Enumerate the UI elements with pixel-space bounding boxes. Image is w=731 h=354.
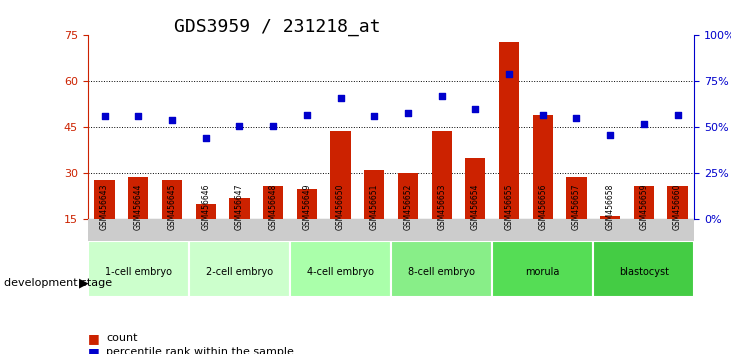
Text: development stage: development stage bbox=[4, 278, 112, 288]
FancyBboxPatch shape bbox=[594, 241, 694, 297]
Text: GSM456648: GSM456648 bbox=[268, 184, 278, 230]
Point bbox=[268, 123, 279, 129]
FancyBboxPatch shape bbox=[290, 241, 391, 297]
Point bbox=[335, 95, 346, 101]
Text: GSM456650: GSM456650 bbox=[336, 184, 345, 230]
Bar bbox=[128, 177, 148, 266]
Bar bbox=[398, 173, 418, 266]
Bar bbox=[364, 170, 385, 266]
Text: GSM456653: GSM456653 bbox=[437, 184, 446, 230]
FancyBboxPatch shape bbox=[88, 241, 189, 297]
Bar bbox=[297, 189, 317, 266]
Bar bbox=[499, 41, 519, 266]
Point bbox=[672, 112, 683, 118]
Text: GSM456649: GSM456649 bbox=[303, 184, 311, 230]
Text: blastocyst: blastocyst bbox=[619, 267, 669, 277]
Point bbox=[368, 114, 380, 119]
Text: 4-cell embryo: 4-cell embryo bbox=[307, 267, 374, 277]
Text: GDS3959 / 231218_at: GDS3959 / 231218_at bbox=[175, 18, 381, 36]
Text: GSM456658: GSM456658 bbox=[606, 184, 615, 230]
Text: count: count bbox=[106, 333, 137, 343]
Point bbox=[436, 93, 447, 99]
Bar bbox=[162, 179, 182, 266]
FancyBboxPatch shape bbox=[88, 219, 694, 241]
Bar bbox=[634, 186, 654, 266]
Text: GSM456655: GSM456655 bbox=[504, 184, 514, 230]
Text: GSM456652: GSM456652 bbox=[404, 184, 412, 230]
FancyBboxPatch shape bbox=[492, 241, 594, 297]
Point bbox=[503, 71, 515, 77]
Text: GSM456654: GSM456654 bbox=[471, 184, 480, 230]
Text: GSM456647: GSM456647 bbox=[235, 184, 244, 230]
Bar bbox=[600, 216, 621, 266]
Bar bbox=[230, 198, 249, 266]
Text: GSM456644: GSM456644 bbox=[134, 184, 143, 230]
Bar bbox=[533, 115, 553, 266]
Bar bbox=[567, 177, 586, 266]
Text: morula: morula bbox=[526, 267, 560, 277]
Text: 2-cell embryo: 2-cell embryo bbox=[206, 267, 273, 277]
Point bbox=[469, 106, 481, 112]
Text: GSM456656: GSM456656 bbox=[538, 184, 548, 230]
Point bbox=[200, 136, 211, 141]
Point bbox=[99, 114, 110, 119]
Bar bbox=[196, 204, 216, 266]
Text: ■: ■ bbox=[88, 346, 99, 354]
Point bbox=[605, 132, 616, 138]
Text: percentile rank within the sample: percentile rank within the sample bbox=[106, 347, 294, 354]
Text: ▶: ▶ bbox=[79, 277, 88, 290]
Text: GSM456643: GSM456643 bbox=[100, 184, 109, 230]
Point bbox=[132, 114, 144, 119]
Bar bbox=[94, 179, 115, 266]
Bar bbox=[330, 131, 351, 266]
Point bbox=[233, 123, 245, 129]
Point bbox=[301, 112, 313, 118]
Point bbox=[638, 121, 650, 127]
Bar bbox=[263, 186, 283, 266]
Text: GSM456660: GSM456660 bbox=[673, 184, 682, 230]
FancyBboxPatch shape bbox=[391, 241, 492, 297]
Text: ■: ■ bbox=[88, 332, 99, 344]
Point bbox=[402, 110, 414, 115]
Text: GSM456659: GSM456659 bbox=[640, 184, 648, 230]
Point bbox=[166, 117, 178, 123]
Text: GSM456657: GSM456657 bbox=[572, 184, 581, 230]
Bar bbox=[431, 131, 452, 266]
Text: 1-cell embryo: 1-cell embryo bbox=[105, 267, 172, 277]
Point bbox=[571, 115, 583, 121]
Bar bbox=[465, 158, 485, 266]
Text: GSM456645: GSM456645 bbox=[167, 184, 176, 230]
Text: GSM456646: GSM456646 bbox=[201, 184, 211, 230]
Point bbox=[537, 112, 548, 118]
Text: 8-cell embryo: 8-cell embryo bbox=[408, 267, 475, 277]
Bar bbox=[667, 186, 688, 266]
FancyBboxPatch shape bbox=[189, 241, 290, 297]
Text: GSM456651: GSM456651 bbox=[370, 184, 379, 230]
